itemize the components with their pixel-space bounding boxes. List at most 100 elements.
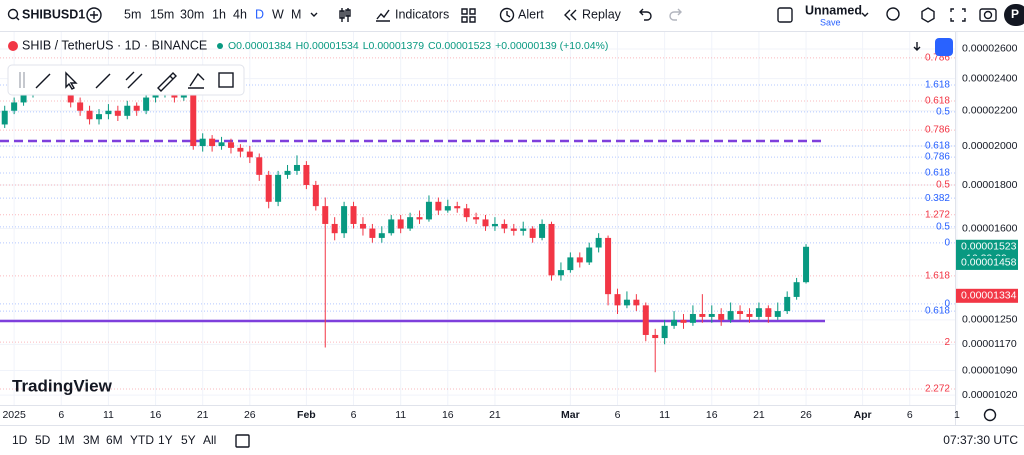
date-range-button[interactable] [235, 434, 250, 448]
eraser-tool[interactable] [188, 72, 205, 89]
indicators-icon[interactable] [376, 9, 390, 22]
candle-body [595, 237, 602, 248]
compare-button[interactable] [86, 7, 102, 23]
trendline-tool[interactable] [35, 73, 51, 89]
interval-button[interactable]: 5m [124, 7, 141, 21]
y-tick-label: 0.00002200 [962, 105, 1018, 117]
snapshot-button[interactable] [979, 8, 997, 22]
alert-icon[interactable] [499, 7, 515, 23]
range-button[interactable]: 1M [58, 433, 75, 447]
settings-button[interactable] [921, 7, 935, 23]
clock: 07:37:30 UTC [943, 433, 1018, 447]
candle-body [473, 217, 480, 220]
axes: 0.00002600 0.00002400 0.00002200 0.00002000… [2, 43, 1018, 421]
candle-body [397, 219, 404, 229]
range-button[interactable]: 1D [12, 433, 28, 447]
candle-body [407, 217, 414, 229]
plot-area: 0.7861.6180.6180.50.7860.6180.7860.6180.… [0, 32, 958, 405]
candle-body [444, 206, 451, 211]
objects-button[interactable] [935, 38, 953, 56]
range-button[interactable]: 1Y [158, 433, 173, 447]
drag-handle[interactable] [19, 72, 25, 88]
range-button[interactable]: 6M [106, 433, 123, 447]
interval-button[interactable]: 1h [212, 7, 226, 21]
save-button[interactable]: Save [820, 17, 841, 27]
candle-body [661, 325, 668, 339]
indicators-button[interactable]: Indicators [395, 7, 449, 21]
replay-icon[interactable] [564, 9, 577, 21]
layout-menu[interactable] [861, 12, 869, 17]
candle-body [359, 223, 366, 229]
y-tick-label: 0.00001800 [962, 179, 1018, 191]
cursor-tool[interactable] [65, 71, 78, 90]
candle-body [793, 282, 800, 297]
candle-body [803, 246, 810, 283]
alert-icon [506, 11, 511, 18]
fib-label: 0.786 [925, 152, 950, 163]
ohlc-value: O0.00001384 [228, 40, 292, 52]
compare-icon [90, 11, 98, 19]
interval-button[interactable]: M [291, 7, 301, 21]
candle-body [774, 311, 781, 317]
layout-checkbox[interactable] [777, 7, 793, 23]
x-tick-label: 21 [753, 409, 765, 421]
replay-button[interactable]: Replay [582, 7, 622, 21]
interval-button[interactable]: 4h [233, 7, 247, 21]
x-tick-label: 11 [103, 409, 114, 421]
fib-label: 0.618 [925, 96, 950, 107]
range-button[interactable]: 5D [35, 433, 51, 447]
fullscreen-button[interactable] [950, 8, 966, 22]
ray-tool[interactable] [95, 73, 111, 89]
redo-button[interactable] [669, 8, 682, 21]
candle-body [765, 308, 772, 317]
quick-search[interactable] [886, 7, 900, 21]
candle-body [218, 142, 225, 147]
avatar[interactable] [1004, 4, 1024, 26]
undo-button[interactable] [639, 8, 652, 21]
range-button[interactable]: All [203, 433, 216, 447]
interval-button[interactable]: D [255, 7, 264, 21]
layout-name[interactable]: Unnamed [805, 3, 862, 17]
candle-body [341, 206, 348, 234]
symbol[interactable]: SHIBUSD1 [22, 7, 85, 21]
candle-body [623, 299, 630, 306]
brush-tool[interactable] [157, 72, 177, 92]
fib-label: 0 [944, 238, 950, 249]
candle-body [303, 164, 310, 185]
interval-button[interactable]: 30m [180, 7, 204, 21]
candle-body [529, 228, 536, 238]
candle-body [727, 311, 734, 320]
collapse-button[interactable] [913, 42, 921, 51]
chart-type-button[interactable] [339, 8, 351, 22]
x-tick-label: 11 [395, 409, 406, 421]
search-icon[interactable] [7, 8, 19, 20]
interval-button[interactable]: 15m [150, 7, 174, 21]
candle-body [689, 313, 696, 323]
range-button[interactable]: 5Y [181, 433, 196, 447]
ohlc-value: C0.00001523 [428, 40, 491, 52]
candle-body [652, 334, 659, 339]
x-tick-label: 6 [58, 409, 64, 421]
y-tick-label: 0.00001090 [962, 364, 1018, 376]
axis-settings[interactable] [983, 408, 997, 422]
candle-body [482, 219, 489, 227]
fib-label: 0.618 [925, 306, 950, 317]
range-button[interactable]: 3M [83, 433, 100, 447]
candle-body [322, 206, 329, 224]
interval-button[interactable]: W [272, 7, 284, 21]
rectangle-tool[interactable] [218, 72, 234, 88]
alert-button[interactable]: Alert [518, 7, 544, 21]
y-tick-label: 0.00002000 [962, 140, 1018, 152]
candle-body [425, 201, 432, 220]
channel-tool[interactable] [125, 71, 143, 89]
interval-menu[interactable] [310, 12, 318, 17]
templates-button[interactable] [461, 8, 476, 23]
range-button[interactable]: YTD [130, 433, 154, 447]
candle-body [435, 201, 442, 211]
candle-body [237, 147, 244, 152]
ohlc-value: +0.00000139 (+10.04%) [495, 40, 608, 52]
fib-label: 0.786 [925, 53, 950, 64]
candle-body [699, 313, 706, 317]
